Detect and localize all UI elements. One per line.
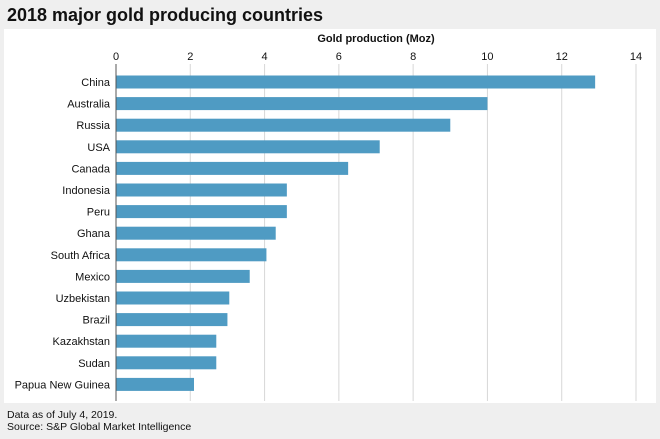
- chart-title: 2018 major gold producing countries: [7, 5, 324, 25]
- x-tick-label: 10: [481, 51, 493, 63]
- bar-papua-new-guinea: [116, 377, 194, 391]
- data-date-note: Data as of July 4, 2019.: [7, 409, 118, 421]
- category-label: Russia: [76, 120, 111, 132]
- bar-indonesia: [116, 183, 287, 197]
- bar-usa: [116, 140, 380, 154]
- category-label: China: [81, 77, 111, 89]
- bar-peru: [116, 205, 287, 219]
- bar-ghana: [116, 226, 276, 240]
- category-labels: China Australia Russia USA Canada Indonesia Pe…: [15, 77, 111, 391]
- category-label: Mexico: [75, 271, 110, 283]
- bar-china: [116, 75, 596, 89]
- x-tick-label: 6: [336, 51, 342, 63]
- bar-sudan: [116, 356, 217, 370]
- category-label: Indonesia: [62, 185, 111, 197]
- x-tick-label: 8: [410, 51, 416, 63]
- x-axis-title: Gold production (Moz): [317, 33, 435, 45]
- category-label: Kazakhstan: [53, 336, 110, 348]
- x-axis-ticks: 0 2 4 6 8 10 12 14: [113, 51, 642, 63]
- source-note: Source: S&P Global Market Intelligence: [7, 421, 192, 433]
- category-label: Canada: [71, 163, 110, 175]
- category-label: Papua New Guinea: [15, 379, 111, 391]
- x-tick-label: 4: [262, 51, 268, 63]
- category-label: Uzbekistan: [56, 293, 110, 305]
- category-label: Australia: [67, 99, 111, 111]
- category-label: USA: [87, 142, 110, 154]
- category-label: Brazil: [82, 315, 110, 327]
- bar-canada: [116, 161, 349, 175]
- category-label: Ghana: [77, 228, 111, 240]
- category-label: Peru: [87, 207, 110, 219]
- bars: [116, 75, 596, 391]
- x-tick-label: 12: [556, 51, 568, 63]
- x-tick-label: 2: [187, 51, 193, 63]
- horizontal-bar-chart: Gold production (Moz) 0 2 4 6 8 10 12 14 China A…: [15, 33, 642, 401]
- chart-panel: Gold production (Moz) 0 2 4 6 8 10 12 14 China A…: [4, 29, 656, 403]
- bar-south-africa: [116, 248, 267, 262]
- category-label: South Africa: [51, 250, 111, 262]
- bar-brazil: [116, 313, 228, 327]
- bar-kazakhstan: [116, 334, 217, 348]
- bar-uzbekistan: [116, 291, 230, 305]
- x-tick-label: 14: [630, 51, 642, 63]
- bar-australia: [116, 97, 488, 111]
- x-tick-label: 0: [113, 51, 119, 63]
- bar-mexico: [116, 269, 250, 283]
- bar-russia: [116, 118, 451, 132]
- category-label: Sudan: [78, 358, 110, 370]
